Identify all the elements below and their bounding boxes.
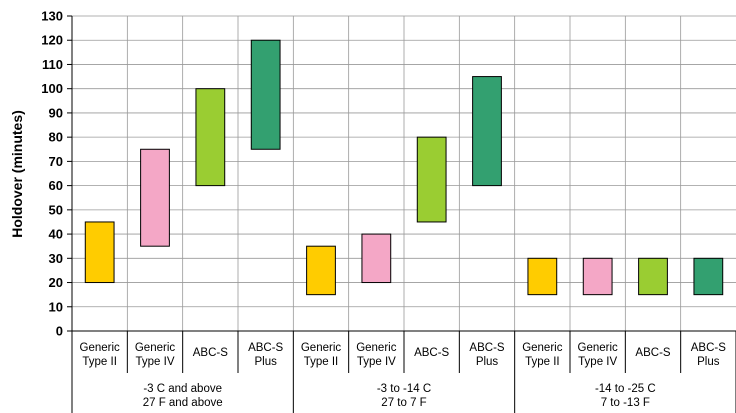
category-label: ABC-S	[193, 347, 228, 359]
range-bar	[693, 257, 724, 296]
category-label: Type IV	[136, 356, 175, 368]
range-bar	[582, 257, 613, 296]
category-label: Generic	[356, 342, 397, 354]
range-bar	[361, 233, 392, 284]
axes	[67, 15, 736, 413]
category-label: ABC-S	[691, 342, 726, 354]
category-label: Generic	[578, 342, 619, 354]
grid	[72, 15, 736, 332]
category-label: Type II	[525, 356, 560, 368]
group-label: 7 to -13 F	[601, 397, 650, 409]
y-tick-label: 100	[41, 81, 63, 96]
category-label: ABC-S	[635, 347, 670, 359]
labels: 0 10 20 30 40 50 60 70 80 90 100 110 120 130 Generic Ty…	[41, 9, 726, 410]
y-tick-label: 10	[49, 299, 63, 314]
category-label: Type IV	[578, 356, 617, 368]
range-bar	[416, 136, 447, 223]
y-tick-label: 20	[49, 275, 63, 290]
category-label: ABC-S	[414, 347, 449, 359]
range-bar	[472, 76, 502, 187]
y-tick-label: 0	[56, 324, 63, 339]
category-label: ABC-S	[469, 342, 504, 354]
category-label: Generic	[301, 342, 342, 354]
range-bar	[195, 88, 226, 187]
y-tick-label: 90	[49, 105, 63, 120]
y-tick-label: 40	[49, 227, 63, 242]
y-tick-label: 50	[49, 202, 63, 217]
range-bar	[638, 257, 668, 296]
y-tick-label: 80	[49, 130, 63, 145]
group-label: -3 to -14 C	[377, 383, 431, 395]
category-label: Generic	[135, 342, 176, 354]
range-bar	[140, 148, 170, 247]
group-label: 27 F and above	[143, 397, 223, 409]
y-tick-label: 70	[49, 154, 63, 169]
group-label: -14 to -25 C	[595, 383, 656, 395]
category-label: ABC-S	[248, 342, 283, 354]
y-tick-label: 30	[49, 251, 63, 266]
category-label: Plus	[254, 356, 277, 368]
category-label: Type II	[304, 356, 339, 368]
range-bar	[306, 245, 336, 296]
range-bar	[250, 39, 281, 150]
y-tick-label: 60	[49, 178, 63, 193]
group-label: 27 to 7 F	[381, 397, 426, 409]
range-bar	[84, 221, 115, 284]
y-tick-label: 110	[42, 57, 63, 72]
y-tick-label: 120	[41, 33, 63, 48]
bars	[84, 39, 724, 296]
category-label: Plus	[697, 356, 720, 368]
range-bar	[527, 257, 558, 296]
category-label: Generic	[80, 342, 121, 354]
y-axis-label: Holdover (minutes)	[9, 110, 25, 238]
category-label: Generic	[522, 342, 563, 354]
group-label: -3 C and above	[143, 383, 222, 395]
category-label: Plus	[476, 356, 499, 368]
category-label: Type II	[82, 356, 117, 368]
category-label: Type IV	[357, 356, 396, 368]
y-tick-label: 130	[41, 9, 63, 24]
